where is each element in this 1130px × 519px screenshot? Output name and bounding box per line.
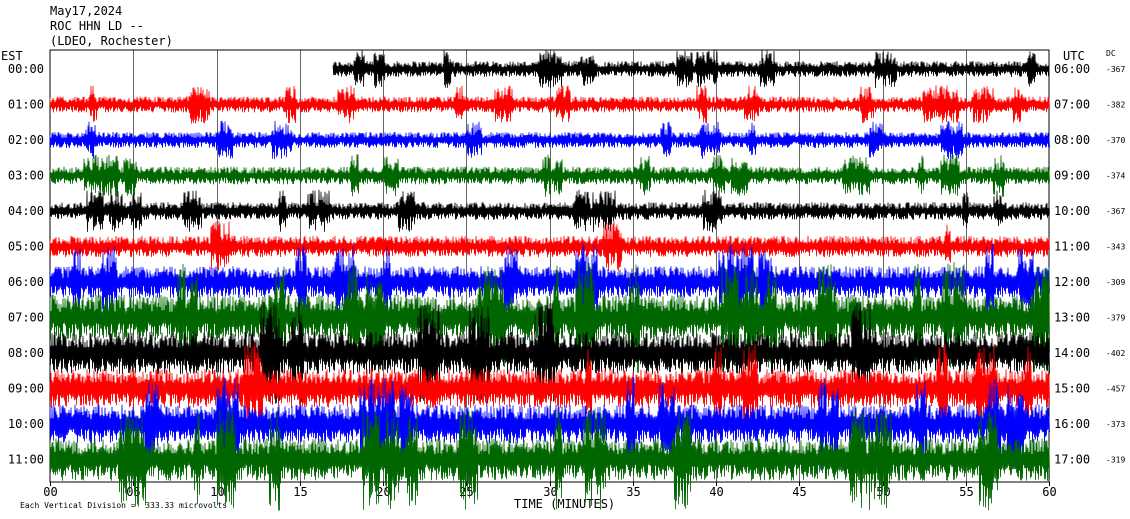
x-tick-label: 60 <box>1042 485 1056 499</box>
dc-offset-label: -343 <box>1106 243 1125 252</box>
seismic-trace <box>49 154 1050 197</box>
x-tick-label: 25 <box>459 485 473 499</box>
seismic-trace <box>49 377 1050 471</box>
est-time-label: 03:00 <box>8 169 44 183</box>
dc-offset-label: -373 <box>1106 420 1125 429</box>
utc-time-label: 11:00 <box>1054 240 1090 254</box>
dc-offset-label: -367 <box>1106 65 1125 74</box>
utc-time-label: 17:00 <box>1054 453 1090 467</box>
est-time-label: 08:00 <box>8 346 44 360</box>
x-tick-label: 55 <box>959 485 973 499</box>
header-date: May17,2024 <box>50 4 123 18</box>
utc-time-label: 09:00 <box>1054 169 1090 183</box>
dc-offset-label: -374 <box>1106 172 1125 181</box>
dc-column-label: DC <box>1106 49 1116 58</box>
est-time-label: 00:00 <box>8 62 44 76</box>
dc-offset-label: -457 <box>1106 385 1125 394</box>
est-time-label: 02:00 <box>8 133 44 147</box>
header-network: (LDEO, Rochester) <box>50 34 173 48</box>
utc-time-label: 14:00 <box>1054 346 1090 360</box>
x-tick-label: 15 <box>293 485 307 499</box>
est-time-label: 06:00 <box>8 275 44 289</box>
est-axis-label: EST <box>1 49 23 63</box>
est-time-label: 10:00 <box>8 417 44 431</box>
est-time-label: 07:00 <box>8 311 44 325</box>
dc-offset-label: -370 <box>1106 136 1125 145</box>
seismic-trace <box>332 50 1049 89</box>
x-tick-label: 40 <box>709 485 723 499</box>
footer-scale-note: Each Vertical Division = 333.33 microvol… <box>20 501 228 510</box>
x-tick-label: 30 <box>543 485 557 499</box>
x-tick-label: 00 <box>43 485 57 499</box>
seismic-trace <box>49 243 1050 321</box>
est-time-label: 05:00 <box>8 240 44 254</box>
est-time-label: 04:00 <box>8 204 44 218</box>
dc-offset-label: -379 <box>1106 314 1125 323</box>
seismic-trace <box>49 85 1050 124</box>
dc-offset-label: -402 <box>1106 349 1125 358</box>
seismic-trace <box>49 120 1050 160</box>
seismic-trace <box>49 221 1050 272</box>
x-tick-label: 35 <box>626 485 640 499</box>
x-tick-label: 45 <box>792 485 806 499</box>
dc-offset-label: -367 <box>1106 207 1125 216</box>
dc-offset-label: -309 <box>1106 278 1125 287</box>
utc-time-label: 16:00 <box>1054 417 1090 431</box>
seismic-trace <box>49 189 1050 233</box>
est-time-label: 01:00 <box>8 98 44 112</box>
x-axis-title: TIME (MINUTES) <box>514 497 616 511</box>
header-station: ROC HHN LD -- <box>50 19 144 33</box>
est-time-label: 09:00 <box>8 382 44 396</box>
utc-time-label: 10:00 <box>1054 204 1090 218</box>
dc-offset-label: -319 <box>1106 456 1125 465</box>
seismic-trace <box>49 301 1050 404</box>
utc-time-label: 15:00 <box>1054 382 1090 396</box>
plot-frame <box>49 49 1050 483</box>
utc-time-label: 08:00 <box>1054 133 1090 147</box>
utc-axis-label: UTC <box>1063 49 1085 63</box>
x-tick-label: 20 <box>376 485 390 499</box>
utc-time-label: 06:00 <box>1054 62 1090 76</box>
est-time-label: 11:00 <box>8 453 44 467</box>
utc-time-label: 12:00 <box>1054 275 1090 289</box>
x-tick-label: 50 <box>876 485 890 499</box>
seismic-trace <box>49 408 1050 511</box>
utc-time-label: 07:00 <box>1054 98 1090 112</box>
dc-offset-label: -382 <box>1106 101 1125 110</box>
utc-time-label: 13:00 <box>1054 311 1090 325</box>
